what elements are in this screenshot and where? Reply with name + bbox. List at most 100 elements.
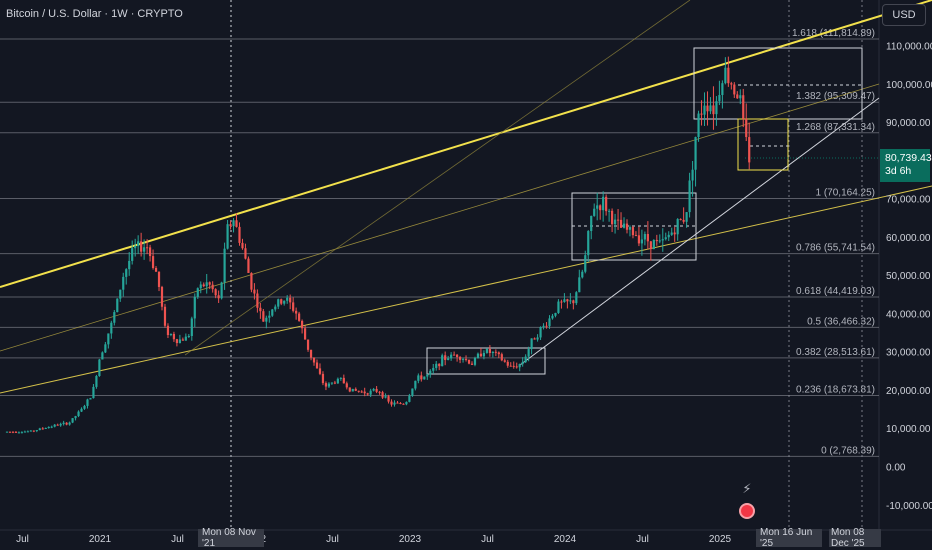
time-tick-label[interactable]: Jul bbox=[171, 534, 184, 545]
candle-body bbox=[357, 390, 360, 392]
time-tick-label[interactable]: Jul bbox=[636, 534, 649, 545]
candle-body bbox=[137, 241, 140, 247]
candle-body bbox=[65, 422, 68, 425]
candle-body bbox=[581, 271, 584, 278]
candle-body bbox=[467, 359, 471, 364]
candle-body bbox=[718, 95, 721, 102]
time-tick-label[interactable]: Jul bbox=[481, 534, 494, 545]
candle-body bbox=[739, 95, 742, 99]
candle-body bbox=[703, 105, 706, 115]
candle-body bbox=[107, 333, 110, 345]
time-axis[interactable]: Jul2021Jul2022Jul2023Jul2024Jul2025 bbox=[16, 534, 731, 545]
candle-body bbox=[271, 309, 274, 316]
currency-button[interactable]: USD bbox=[882, 4, 926, 26]
candle-body bbox=[533, 338, 536, 340]
bar-countdown: 3d 6h bbox=[885, 165, 912, 177]
price-axis[interactable]: 110,000.00 100,000.00 90,000.00 70,000.00 60… bbox=[886, 42, 932, 512]
support-trendline bbox=[519, 97, 880, 366]
candle-body bbox=[664, 237, 667, 240]
candle-body bbox=[372, 388, 375, 391]
candle-body bbox=[458, 357, 462, 360]
upper-trendline bbox=[0, 0, 932, 288]
candle-body bbox=[181, 339, 184, 341]
price-tick-label[interactable]: 0.00 bbox=[886, 463, 906, 474]
candle-body bbox=[414, 380, 417, 389]
candle-body bbox=[292, 302, 295, 311]
time-tick-label[interactable]: 2021 bbox=[89, 534, 112, 545]
candle-body bbox=[476, 353, 480, 358]
candle-body bbox=[125, 269, 128, 277]
candle-body bbox=[280, 299, 283, 304]
fib-level-label: 0.618 (44,419.03) bbox=[796, 286, 875, 297]
fib-level-label: 1 (70,164.25) bbox=[816, 187, 876, 198]
candle-body bbox=[494, 351, 497, 353]
range-box-2023 bbox=[426, 347, 546, 375]
price-tick-label[interactable]: 10,000.00 bbox=[886, 424, 931, 435]
candle-body bbox=[691, 169, 694, 181]
candle-body bbox=[569, 300, 572, 302]
candle-body bbox=[619, 219, 623, 228]
candle-body bbox=[26, 431, 29, 433]
candle-body bbox=[306, 339, 310, 350]
candle-body bbox=[393, 402, 396, 405]
candle-body bbox=[417, 375, 420, 381]
candle-body bbox=[62, 422, 65, 424]
candle-body bbox=[53, 424, 56, 427]
candle-body bbox=[241, 242, 244, 249]
candle-body bbox=[551, 315, 554, 319]
time-tick-label[interactable]: 2023 bbox=[399, 534, 422, 545]
candle-body bbox=[92, 386, 95, 399]
candle-body bbox=[435, 363, 438, 368]
candle-body bbox=[214, 289, 217, 296]
candle-body bbox=[461, 358, 465, 360]
price-tick-label[interactable]: 100,000.00 bbox=[886, 80, 932, 91]
candle-body bbox=[148, 247, 152, 257]
candle-body bbox=[688, 180, 691, 213]
fib-level-label: 1.268 (87,331.34) bbox=[796, 122, 875, 133]
candle-body bbox=[47, 426, 50, 428]
time-tick-label[interactable]: Jul bbox=[16, 534, 29, 545]
candle-body bbox=[429, 370, 432, 375]
candle-body bbox=[309, 349, 313, 358]
price-tick-label[interactable]: 70,000.00 bbox=[886, 195, 931, 206]
candle-body bbox=[339, 377, 342, 379]
candle-body bbox=[616, 219, 620, 221]
price-tick-label[interactable]: 40,000.00 bbox=[886, 309, 931, 320]
candle-body bbox=[545, 325, 548, 327]
candle-body bbox=[706, 105, 709, 112]
candle-body bbox=[500, 354, 503, 361]
price-tick-label[interactable]: 50,000.00 bbox=[886, 271, 931, 282]
lightning-icon[interactable]: ⚡ bbox=[742, 481, 752, 496]
candle-body bbox=[59, 423, 62, 426]
price-tick-label[interactable]: 90,000.00 bbox=[886, 118, 931, 129]
candle-body bbox=[596, 205, 599, 209]
candle-body bbox=[700, 113, 703, 115]
candle-body bbox=[86, 399, 89, 406]
time-tick-label[interactable]: Jul bbox=[326, 534, 339, 545]
candle-body bbox=[160, 286, 164, 307]
price-tick-label[interactable]: 110,000.00 bbox=[886, 42, 932, 53]
candle-body bbox=[330, 382, 334, 384]
candle-body bbox=[283, 300, 286, 304]
last-price-tag: 80,739.43 3d 6h bbox=[880, 149, 932, 182]
price-tick-label[interactable]: -10,000.00 bbox=[886, 501, 932, 512]
candle-body bbox=[336, 378, 339, 384]
event-marker-icon[interactable] bbox=[739, 503, 755, 519]
candle-body bbox=[101, 352, 104, 360]
time-tick-label[interactable]: 2024 bbox=[554, 534, 577, 545]
price-tick-label[interactable]: 20,000.00 bbox=[886, 386, 931, 397]
time-tick-label[interactable]: 2025 bbox=[709, 534, 732, 545]
candle-body bbox=[56, 424, 59, 426]
candle-body bbox=[542, 325, 545, 328]
price-tick-label[interactable]: 60,000.00 bbox=[886, 233, 931, 244]
candle-body bbox=[682, 219, 685, 222]
candle-body bbox=[324, 383, 328, 387]
candle-body bbox=[104, 344, 107, 353]
candle-body bbox=[38, 428, 41, 431]
candle-body bbox=[402, 403, 405, 405]
price-tick-label[interactable]: 30,000.00 bbox=[886, 348, 931, 359]
steep-trendline bbox=[184, 0, 691, 356]
candle-body bbox=[128, 260, 131, 270]
candle-body bbox=[610, 210, 614, 225]
